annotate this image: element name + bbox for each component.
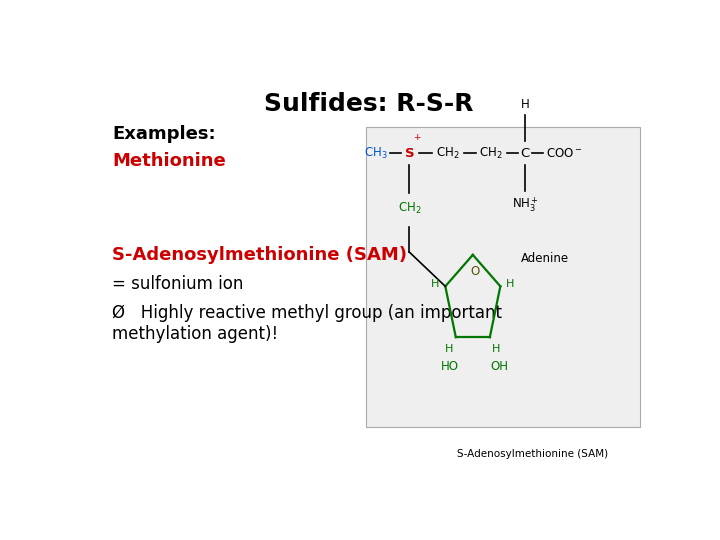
Text: NH$_3^+$: NH$_3^+$ <box>511 195 539 214</box>
Text: S-Adenosylmethionine (SAM): S-Adenosylmethionine (SAM) <box>457 449 608 459</box>
Text: +: + <box>413 133 420 142</box>
Text: H: H <box>431 279 439 288</box>
Text: CH$_2$: CH$_2$ <box>436 146 459 161</box>
Text: Ø   Highly reactive methyl group (an important
methylation agent)!: Ø Highly reactive methyl group (an impor… <box>112 304 503 343</box>
Text: = sulfonium ion: = sulfonium ion <box>112 275 243 293</box>
Text: Sulfides: R-S-R: Sulfides: R-S-R <box>264 92 474 116</box>
Text: Examples:: Examples: <box>112 125 216 143</box>
Text: OH: OH <box>491 360 509 373</box>
Text: CH$_2$: CH$_2$ <box>480 146 503 161</box>
Text: Methionine: Methionine <box>112 152 226 170</box>
Text: S: S <box>405 147 414 160</box>
FancyBboxPatch shape <box>366 127 639 427</box>
Text: H: H <box>506 279 514 288</box>
Text: Adenine: Adenine <box>521 252 569 265</box>
Text: H: H <box>444 345 453 354</box>
Text: O: O <box>470 265 480 278</box>
Text: C: C <box>521 147 530 160</box>
Text: CH$_3$: CH$_3$ <box>364 146 387 161</box>
Text: H: H <box>521 98 529 111</box>
Text: CH$_2$: CH$_2$ <box>397 201 421 217</box>
Text: S-Adenosylmethionine (SAM): S-Adenosylmethionine (SAM) <box>112 246 408 264</box>
Text: H: H <box>492 345 500 354</box>
Text: COO$^-$: COO$^-$ <box>546 147 582 160</box>
Text: HO: HO <box>441 360 459 373</box>
